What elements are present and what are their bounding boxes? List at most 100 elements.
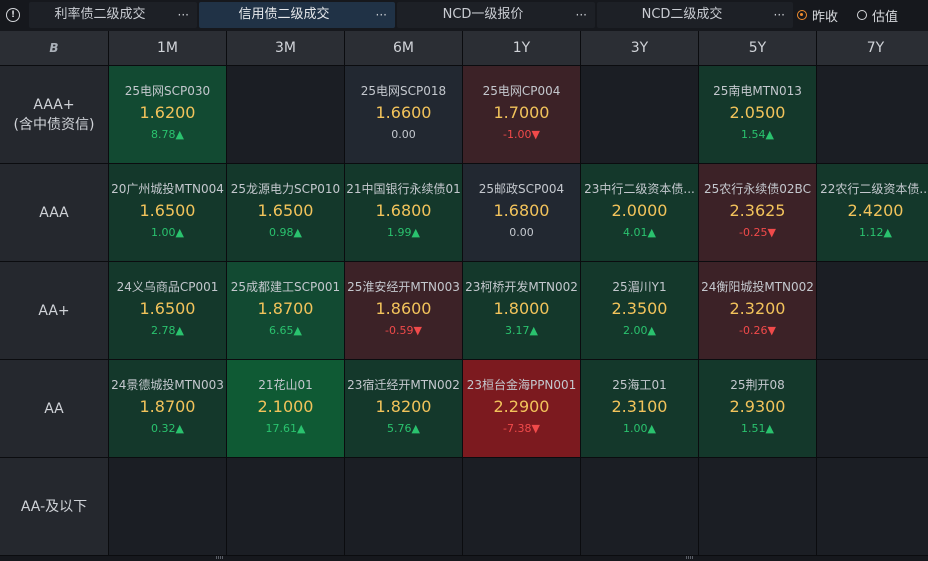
- tab-ncd-secondary[interactable]: NCD二级成交 ···: [597, 2, 793, 28]
- column-header: 7Y: [817, 31, 928, 65]
- bond-rate: 1.6500: [139, 299, 196, 318]
- column-header: 3M: [227, 31, 344, 65]
- bond-name: 23宿迁经开MTN002: [347, 378, 460, 392]
- row-label: AAA+ (含中债资信): [0, 66, 108, 163]
- bond-change: 1.51▲: [741, 422, 774, 435]
- more-icon[interactable]: ···: [375, 8, 387, 22]
- bond-cell[interactable]: 25淮安经开MTN003 1.8600 -0.59▼: [345, 262, 462, 359]
- bond-name: 25荆开08: [730, 378, 785, 392]
- bond-name: 25湄川Y1: [612, 280, 667, 294]
- bond-change: 0.32▲: [151, 422, 184, 435]
- bond-cell[interactable]: 21中国银行永续债01 1.6800 1.99▲: [345, 164, 462, 261]
- tab-rate-bond-secondary[interactable]: 利率债二级成交 ···: [29, 2, 197, 28]
- more-icon[interactable]: ···: [575, 8, 587, 22]
- bond-cell[interactable]: 25龙源电力SCP010 1.6500 0.98▲: [227, 164, 344, 261]
- bond-change: 5.76▲: [387, 422, 420, 435]
- bond-rate: 2.1000: [257, 397, 314, 416]
- bond-change: 0.00: [509, 226, 534, 239]
- bond-cell[interactable]: 25湄川Y1 2.3500 2.00▲: [581, 262, 698, 359]
- grip-icon[interactable]: [686, 556, 694, 559]
- bond-change: 8.78▲: [151, 128, 184, 141]
- empty-cell: [817, 262, 928, 359]
- tab-label: NCD二级成交: [641, 7, 723, 22]
- bond-change: -1.00▼: [503, 128, 540, 141]
- bond-change: 0.00: [391, 128, 416, 141]
- row-label: AAA: [0, 164, 108, 261]
- empty-cell: [817, 66, 928, 163]
- bond-change: 2.78▲: [151, 324, 184, 337]
- bond-change: 17.61▲: [265, 422, 306, 435]
- column-header: 1M: [109, 31, 226, 65]
- more-icon[interactable]: ···: [773, 8, 785, 22]
- bond-rate: 1.8200: [375, 397, 432, 416]
- radio-valuation[interactable]: 估值: [857, 5, 898, 25]
- bond-change: 2.00▲: [623, 324, 656, 337]
- bond-change: 0.98▲: [269, 226, 302, 239]
- bond-name: 25邮政SCP004: [478, 182, 565, 196]
- bond-change: -0.25▼: [739, 226, 776, 239]
- bond-cell[interactable]: 25海工01 2.3100 1.00▲: [581, 360, 698, 457]
- bond-cell[interactable]: 22农行二级资本债... 2.4200 1.12▲: [817, 164, 928, 261]
- bond-cell[interactable]: 24景德城投MTN003 1.8700 0.32▲: [109, 360, 226, 457]
- row-label: AA: [0, 360, 108, 457]
- bond-cell[interactable]: 25荆开08 2.9300 1.51▲: [699, 360, 816, 457]
- tab-ncd-primary-quote[interactable]: NCD一级报价 ···: [397, 2, 595, 28]
- grip-icon[interactable]: [216, 556, 224, 559]
- bond-cell[interactable]: 24义乌商品CP001 1.6500 2.78▲: [109, 262, 226, 359]
- empty-cell: [109, 458, 226, 555]
- radio-unchecked-icon[interactable]: [857, 10, 867, 20]
- bond-name: 24义乌商品CP001: [116, 280, 219, 294]
- bond-name: 23中行二级资本债...: [584, 182, 695, 196]
- bond-rate: 1.8700: [257, 299, 314, 318]
- column-header: 3Y: [581, 31, 698, 65]
- bond-rate: 1.6600: [375, 103, 432, 122]
- row-label: AA+: [0, 262, 108, 359]
- bond-cell[interactable]: 25电网SCP018 1.6600 0.00: [345, 66, 462, 163]
- top-tab-bar: ! 利率债二级成交 ··· 信用债二级成交 ··· NCD一级报价 ··· NC…: [0, 0, 928, 31]
- bond-rate: 1.6500: [257, 201, 314, 220]
- bond-name: 21中国银行永续债01: [346, 182, 461, 196]
- bond-rate: 2.0000: [611, 201, 668, 220]
- bond-cell[interactable]: 25邮政SCP004 1.6800 0.00: [463, 164, 580, 261]
- empty-cell: [581, 66, 698, 163]
- bond-change: 1.99▲: [387, 226, 420, 239]
- bond-cell[interactable]: 23中行二级资本债... 2.0000 4.01▲: [581, 164, 698, 261]
- empty-cell: [817, 458, 928, 555]
- bond-cell[interactable]: 25成都建工SCP001 1.8700 6.65▲: [227, 262, 344, 359]
- bond-cell[interactable]: 25农行永续债02BC 2.3625 -0.25▼: [699, 164, 816, 261]
- bond-cell[interactable]: 25电网CP004 1.7000 -1.00▼: [463, 66, 580, 163]
- info-icon[interactable]: !: [6, 8, 20, 22]
- bond-change: 6.65▲: [269, 324, 302, 337]
- radio-checked-icon[interactable]: [797, 10, 807, 20]
- corner-header: B: [0, 31, 108, 65]
- bond-change: 1.00▲: [151, 226, 184, 239]
- bond-name: 25南电MTN013: [713, 84, 802, 98]
- bond-cell[interactable]: 20广州城投MTN004 1.6500 1.00▲: [109, 164, 226, 261]
- bond-rate: 2.3200: [729, 299, 786, 318]
- tab-credit-bond-secondary[interactable]: 信用债二级成交 ···: [199, 2, 395, 28]
- bond-change: -7.38▼: [503, 422, 540, 435]
- radio-label: 昨收: [812, 9, 839, 25]
- empty-cell: [699, 458, 816, 555]
- tab-label: 信用债二级成交: [238, 7, 330, 22]
- column-header: 6M: [345, 31, 462, 65]
- bond-name: 24衡阳城投MTN002: [701, 280, 814, 294]
- bond-name: 25电网CP004: [482, 84, 561, 98]
- bond-cell[interactable]: 23宿迁经开MTN002 1.8200 5.76▲: [345, 360, 462, 457]
- bond-cell[interactable]: 23桓台金海PPN001 2.2900 -7.38▼: [463, 360, 580, 457]
- bond-cell[interactable]: 21花山01 2.1000 17.61▲: [227, 360, 344, 457]
- resize-handle[interactable]: [0, 556, 928, 561]
- bond-change: 1.00▲: [623, 422, 656, 435]
- radio-prev-close[interactable]: 昨收: [797, 5, 838, 25]
- bond-rate: 2.3500: [611, 299, 668, 318]
- bond-change: 1.12▲: [859, 226, 892, 239]
- bond-rate: 1.6800: [375, 201, 432, 220]
- bond-name: 24景德城投MTN003: [111, 378, 224, 392]
- bond-cell[interactable]: 25电网SCP030 1.6200 8.78▲: [109, 66, 226, 163]
- bond-cell[interactable]: 24衡阳城投MTN002 2.3200 -0.26▼: [699, 262, 816, 359]
- bond-rate: 2.3625: [729, 201, 786, 220]
- bond-cell[interactable]: 23柯桥开发MTN002 1.8000 3.17▲: [463, 262, 580, 359]
- more-icon[interactable]: ···: [177, 8, 189, 22]
- empty-cell: [227, 458, 344, 555]
- bond-cell[interactable]: 25南电MTN013 2.0500 1.54▲: [699, 66, 816, 163]
